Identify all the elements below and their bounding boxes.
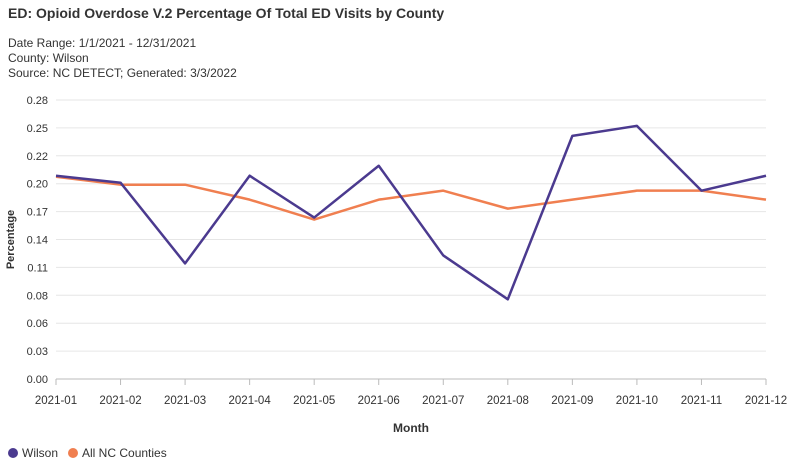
y-tick-label: 0.17 — [27, 207, 48, 219]
legend-item[interactable]: Wilson — [8, 446, 58, 460]
chart-title: ED: Opioid Overdose V.2 Percentage Of To… — [8, 5, 445, 21]
series-line-wilson — [55, 124, 767, 301]
x-tick-label: 2021-07 — [422, 395, 464, 407]
series-line-all-nc-counties — [55, 175, 767, 221]
x-tick-label: 2021-10 — [616, 395, 658, 407]
source-label: Source: NC DETECT; Generated: 3/3/2022 — [8, 66, 237, 80]
line-chart: 0.00 0.03 0.06 0.08 0.11 0.14 0.17 0.20 0.22 0.25… — [5, 95, 787, 435]
y-tick-label: 0.14 — [27, 235, 48, 247]
y-tick-label: 0.11 — [27, 262, 48, 274]
y-tick-label: 0.06 — [27, 318, 48, 330]
county-label: County: Wilson — [8, 51, 89, 65]
x-tick-label: 2021-01 — [35, 395, 77, 407]
x-tick-label: 2021-08 — [487, 395, 529, 407]
y-tick-label: 0.03 — [27, 346, 48, 358]
x-tick-label: 2021-05 — [293, 395, 335, 407]
y-tick-label: 0.20 — [27, 179, 48, 191]
y-tick-label: 0.22 — [27, 151, 48, 163]
x-tick-label: 2021-02 — [99, 395, 141, 407]
y-axis-title: Percentage — [5, 210, 17, 269]
x-tick-label: 2021-09 — [551, 395, 593, 407]
y-tick-label: 0.28 — [27, 95, 48, 107]
x-tick-label: 2021-12 — [745, 395, 787, 407]
x-tick-label: 2021-06 — [358, 395, 400, 407]
legend-label: Wilson — [22, 446, 59, 460]
x-tick-label: 2021-03 — [164, 395, 206, 407]
legend-label: All NC Counties — [82, 446, 167, 460]
date-range: Date Range: 1/1/2021 - 12/31/2021 — [8, 36, 197, 50]
legend-swatch-icon — [68, 448, 79, 458]
x-tick-label: 2021-04 — [229, 395, 272, 407]
y-tick-label: 0.25 — [27, 123, 48, 135]
legend-swatch-icon — [8, 448, 18, 458]
y-tick-label: 0.00 — [27, 374, 48, 386]
y-tick-label: 0.08 — [27, 290, 48, 302]
x-axis-title: Month — [393, 421, 429, 435]
x-tick-label: 2021-11 — [681, 395, 722, 407]
legend-item[interactable]: All NC Counties — [68, 446, 167, 460]
legend: Wilson All NC Counties — [8, 446, 167, 460]
